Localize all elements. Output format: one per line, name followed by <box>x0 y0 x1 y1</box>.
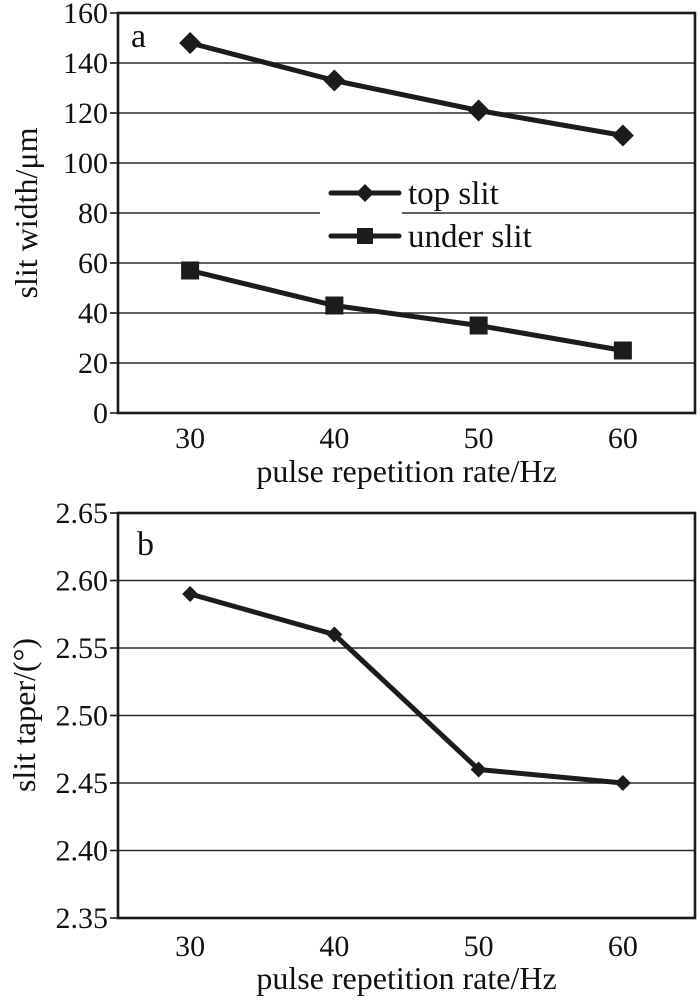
y-tick-label: 0 <box>93 397 108 430</box>
y-tick-label: 2.35 <box>56 902 109 935</box>
plot-border <box>116 511 697 920</box>
panel-a-label: a <box>131 18 147 55</box>
diamond-marker <box>326 626 343 643</box>
y-tick-label: 140 <box>63 47 108 80</box>
panel-b-plot: 2.35 2.40 2.45 2.50 2.55 2.60 2.65 30 40 50 60 <box>56 497 697 963</box>
y-tick-label: 100 <box>63 147 108 180</box>
plot-border <box>116 11 697 415</box>
square-marker <box>469 316 488 335</box>
series-line <box>187 268 626 353</box>
diamond-marker <box>182 586 199 602</box>
legend-label: under slit <box>408 219 532 255</box>
y-tick-label: 2.55 <box>56 632 109 665</box>
panel-b-x-axis-title: pulse repetition rate/Hz <box>256 960 557 996</box>
y-tick-label: 2.50 <box>56 700 109 733</box>
x-tick-label: 40 <box>319 930 349 963</box>
y-tick-label: 2.60 <box>56 565 109 598</box>
x-tick-label: 40 <box>319 422 349 455</box>
y-tick-label: 80 <box>78 197 108 230</box>
square-marker <box>181 261 200 280</box>
legend-label: top slit <box>408 176 499 212</box>
y-tick-label: 20 <box>78 347 108 380</box>
diamond-marker <box>179 32 202 54</box>
square-marker <box>325 296 344 315</box>
square-marker <box>613 341 632 360</box>
x-tick-label: 30 <box>175 930 205 963</box>
diamond-marker <box>611 124 634 147</box>
y-tick-label: 60 <box>78 247 108 280</box>
square-marker <box>357 228 373 244</box>
panel-a-x-axis-title: pulse repetition rate/Hz <box>256 453 557 489</box>
diamond-marker <box>323 69 346 92</box>
y-tick-label: 2.40 <box>56 835 109 868</box>
diamond-marker <box>467 99 490 122</box>
y-tick-label: 120 <box>63 97 108 130</box>
series-line <box>187 591 626 786</box>
y-tick-label: 40 <box>78 297 108 330</box>
y-tick-label: 2.45 <box>56 767 109 800</box>
series-line <box>187 40 626 138</box>
diamond-marker <box>470 761 487 778</box>
y-tick-label: 160 <box>63 0 108 30</box>
diamond-marker <box>356 184 374 202</box>
x-tick-label: 60 <box>608 422 638 455</box>
y-tick-label: 2.65 <box>56 497 109 530</box>
diamond-marker <box>614 775 631 791</box>
x-tick-label: 50 <box>464 930 494 963</box>
x-tick-label: 50 <box>464 422 494 455</box>
panel-b-label: b <box>137 526 154 563</box>
x-tick-label: 60 <box>608 930 638 963</box>
x-tick-label: 30 <box>175 422 205 455</box>
panel-a-plot: 0 20 40 60 80 100 120 140 160 30 40 50 60 top slit und… <box>63 0 697 455</box>
